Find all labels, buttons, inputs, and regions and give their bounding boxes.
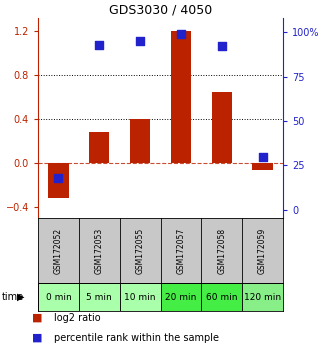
Text: 5 min: 5 min	[86, 292, 112, 302]
Text: 20 min: 20 min	[165, 292, 196, 302]
Bar	[130, 119, 150, 163]
Point	[178, 31, 184, 37]
Text: GSM172053: GSM172053	[95, 227, 104, 274]
Text: GSM172059: GSM172059	[258, 227, 267, 274]
Bar	[89, 132, 109, 163]
Point	[56, 175, 61, 181]
Bar	[120, 283, 160, 311]
Text: ■: ■	[31, 313, 42, 323]
Text: GSM172058: GSM172058	[217, 227, 226, 274]
Bar	[242, 283, 283, 311]
Bar	[38, 283, 79, 311]
Point	[137, 38, 143, 44]
Text: percentile rank within the sample: percentile rank within the sample	[54, 332, 219, 343]
Text: GSM172057: GSM172057	[177, 227, 186, 274]
Bar	[79, 283, 120, 311]
Text: 60 min: 60 min	[206, 292, 238, 302]
Text: time: time	[2, 292, 24, 302]
Text: GSM172052: GSM172052	[54, 227, 63, 274]
Bar	[212, 92, 232, 163]
Text: GDS3030 / 4050: GDS3030 / 4050	[109, 3, 212, 16]
Text: ▶: ▶	[17, 292, 24, 302]
Bar	[252, 163, 273, 170]
Bar	[171, 31, 191, 163]
Point	[260, 154, 265, 159]
Text: ■: ■	[31, 332, 42, 343]
Text: 10 min: 10 min	[124, 292, 156, 302]
Point	[97, 42, 102, 47]
Bar	[160, 283, 201, 311]
Point	[219, 44, 224, 49]
Text: log2 ratio: log2 ratio	[54, 313, 101, 323]
Text: GSM172055: GSM172055	[135, 227, 144, 274]
Text: 0 min: 0 min	[46, 292, 71, 302]
Bar	[48, 163, 69, 198]
Text: 120 min: 120 min	[244, 292, 281, 302]
Bar	[201, 283, 242, 311]
